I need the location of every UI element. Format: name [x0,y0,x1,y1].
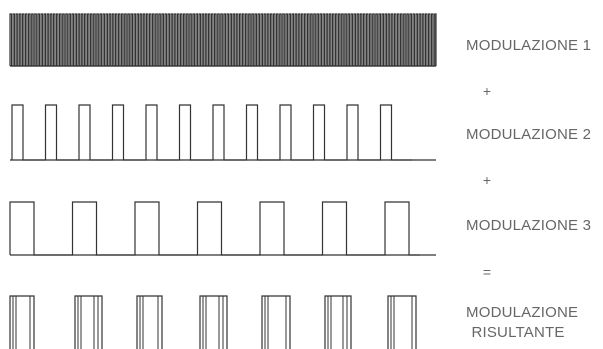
modulation-2-waveform [10,104,436,161]
resulting-modulation-label: MODULAZIONE RISULTANTE [466,304,579,341]
equals-operator: = [482,264,492,280]
modulation-3-label: MODULAZIONE 3 [466,217,592,234]
plus-operator-2: + [482,172,492,188]
modulation-1-pulses [9,13,437,67]
modulation-2-pulses [11,104,412,161]
plus-operator-1: + [482,83,492,99]
resulting-pulse [136,295,163,349]
modulation-1-waveform [9,13,437,67]
resulting-pulse [199,295,228,349]
resulting-pulse [387,295,417,349]
modulation-3-waveform [9,201,436,256]
resulting-pulse [324,295,352,349]
resulting-modulation-waveform [9,295,417,349]
resulting-pulse [261,295,291,349]
resulting-pulse [74,295,103,349]
modulation-3-pulses [9,201,420,256]
modulation-1-label: MODULAZIONE 1 [466,37,592,54]
resulting-pulse [9,295,35,349]
modulation-2-label: MODULAZIONE 2 [466,126,592,143]
